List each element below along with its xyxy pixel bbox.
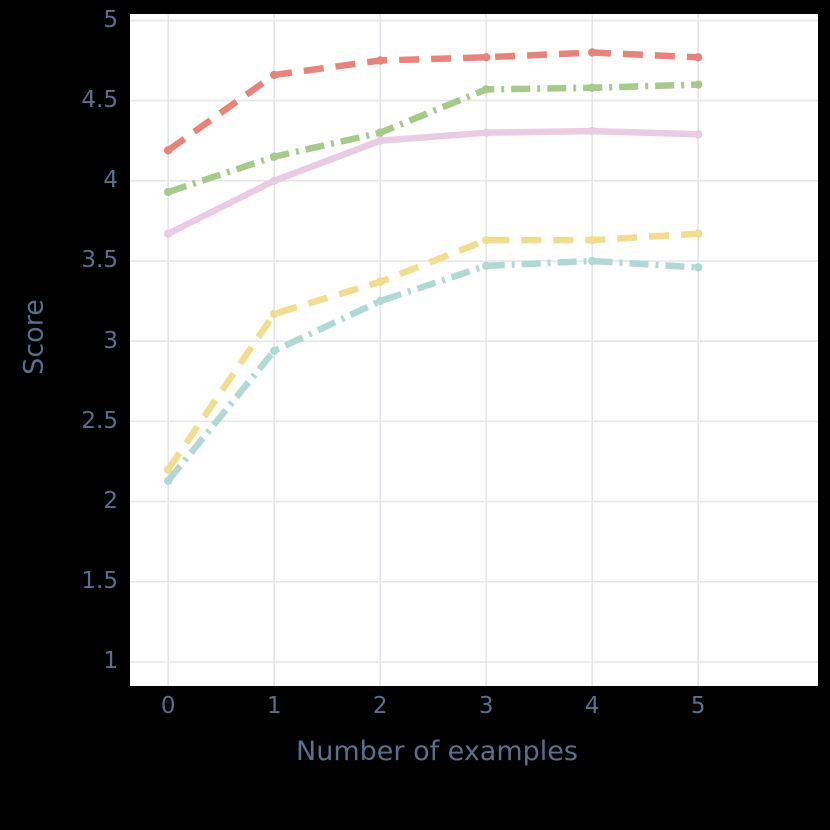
marker-red-dashed	[375, 56, 385, 65]
x-tick-label: 3	[478, 693, 494, 719]
plot-area	[130, 14, 818, 686]
marker-green-dashdot	[269, 152, 279, 161]
x-tick-label: 4	[584, 693, 600, 719]
marker-red-dashed	[481, 53, 491, 62]
marker-red-dashed	[588, 48, 597, 57]
marker-teal-dashdot	[694, 263, 703, 272]
x-tick-label: 5	[690, 693, 706, 719]
marker-teal-dashdot	[481, 261, 491, 270]
marker-pink-solid	[375, 136, 385, 145]
marker-teal-dashdot	[269, 346, 279, 356]
y-tick-label: 2.5	[81, 407, 118, 434]
x-tick-label: 2	[372, 693, 388, 719]
x-tick-label: 1	[266, 693, 282, 719]
marker-teal-dashdot	[163, 476, 173, 485]
y-tick-label: 5	[103, 6, 118, 33]
marker-pink-solid	[163, 229, 173, 238]
marker-green-dashdot	[694, 80, 703, 89]
marker-green-dashdot	[163, 187, 173, 197]
marker-yellow-dashed	[375, 277, 385, 287]
x-tick-label: 0	[160, 693, 176, 719]
series-line-teal-dashdot	[165, 257, 699, 483]
marker-pink-solid	[588, 126, 597, 136]
y-tick-label: 4.5	[81, 87, 118, 114]
marker-yellow-dashed	[163, 465, 173, 474]
marker-red-dashed	[694, 53, 703, 62]
y-tick-label: 1	[103, 648, 118, 675]
marker-yellow-dashed	[588, 235, 597, 245]
x-axis-label: Number of examples	[296, 736, 578, 767]
marker-teal-dashdot	[375, 296, 385, 306]
marker-green-dashdot	[481, 85, 491, 94]
marker-yellow-dashed	[694, 229, 703, 238]
series-line-pink-solid	[166, 127, 699, 237]
marker-yellow-dashed	[481, 235, 491, 245]
marker-yellow-dashed	[269, 309, 279, 319]
series-line-yellow-dashed	[165, 230, 699, 472]
marker-green-dashdot	[375, 128, 385, 137]
marker-pink-solid	[694, 130, 703, 139]
series-line-green-dashdot	[167, 81, 699, 196]
y-tick-label: 3.5	[81, 247, 118, 274]
y-tick-label: 4	[103, 167, 118, 194]
marker-pink-solid	[269, 176, 279, 185]
marker-teal-dashdot	[588, 256, 597, 266]
y-tick-label: 2	[103, 488, 118, 515]
y-tick-label: 1.5	[81, 568, 118, 595]
marker-pink-solid	[481, 128, 491, 137]
y-tick-label: 3	[103, 327, 118, 354]
marker-green-dashdot	[588, 83, 597, 92]
marker-red-dashed	[163, 146, 173, 155]
series-line-red-dashed	[166, 49, 699, 153]
marker-red-dashed	[269, 70, 279, 80]
